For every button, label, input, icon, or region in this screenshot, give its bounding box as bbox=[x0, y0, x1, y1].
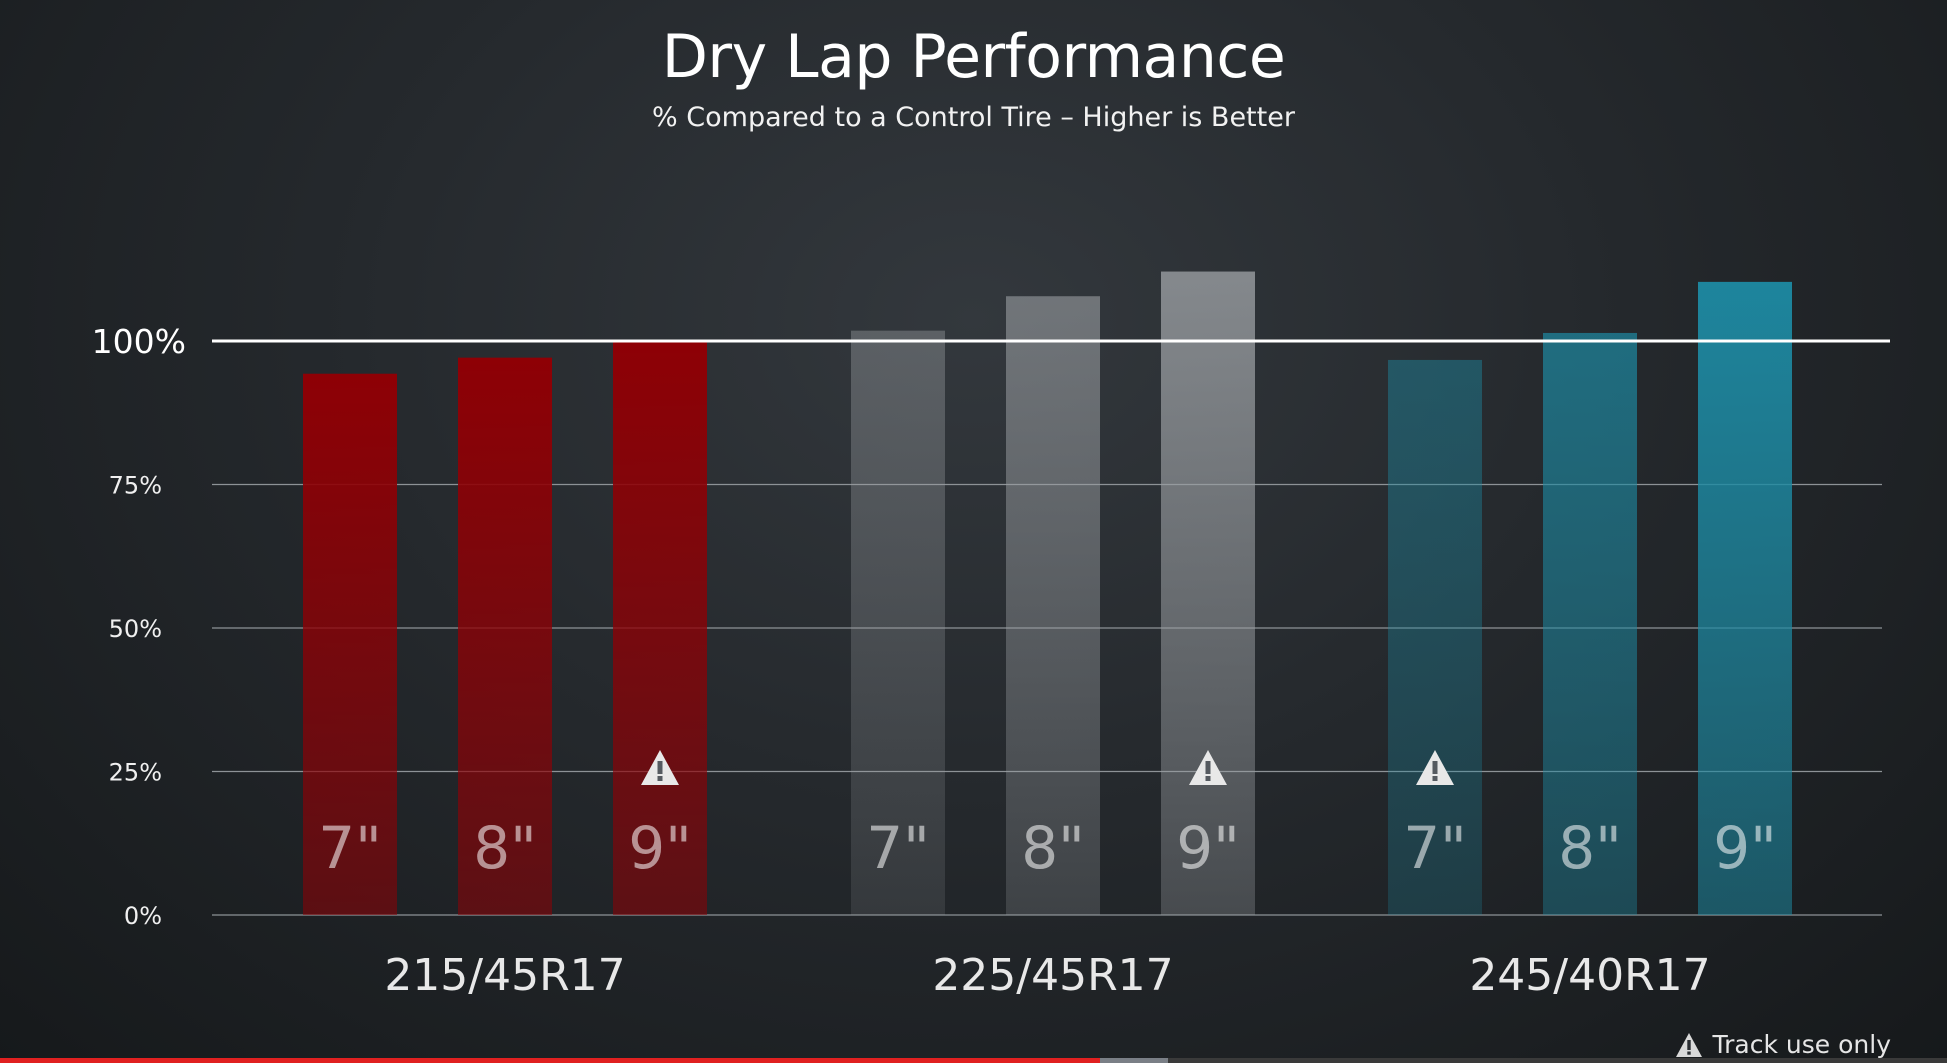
bar-size-label: 9" bbox=[628, 814, 692, 882]
bar-size-label: 9" bbox=[1176, 814, 1240, 882]
bar bbox=[1543, 332, 1637, 915]
bar-size-label: 8" bbox=[473, 814, 537, 882]
y-tick-label: 50% bbox=[109, 615, 162, 643]
y-tick-label: 75% bbox=[109, 472, 162, 500]
warning-icon bbox=[641, 750, 679, 785]
bar-size-label: 8" bbox=[1558, 814, 1622, 882]
bar-size-label: 8" bbox=[1021, 814, 1085, 882]
bar-size-label: 7" bbox=[866, 814, 930, 882]
bar bbox=[613, 339, 707, 915]
bar-size-label: 7" bbox=[318, 814, 382, 882]
bar bbox=[1161, 271, 1255, 915]
chart-title: Dry Lap Performance bbox=[661, 22, 1286, 92]
y-tick-label: 100% bbox=[92, 322, 186, 361]
track-use-label: Track use only bbox=[1712, 1030, 1891, 1059]
group-label: 245/40R17 bbox=[1469, 950, 1710, 1001]
track-use-note: Track use only bbox=[1675, 1030, 1891, 1059]
warning-icon bbox=[1675, 1032, 1702, 1057]
bar-size-label: 9" bbox=[1713, 814, 1777, 882]
bar bbox=[303, 373, 397, 915]
chart-subtitle: % Compared to a Control Tire – Higher is… bbox=[652, 102, 1295, 133]
bar bbox=[851, 330, 945, 916]
group-label: 225/45R17 bbox=[932, 950, 1173, 1001]
y-tick-label: 25% bbox=[109, 759, 162, 787]
bar-size-label: 7" bbox=[1403, 814, 1467, 882]
video-progress-bar[interactable] bbox=[0, 1058, 1947, 1063]
bar bbox=[458, 357, 552, 915]
bar bbox=[1388, 359, 1482, 915]
warning-icon bbox=[1416, 750, 1454, 785]
bar bbox=[1006, 296, 1100, 915]
bar bbox=[1698, 281, 1792, 915]
video-played-bar bbox=[0, 1058, 1101, 1063]
y-tick-label: 0% bbox=[124, 902, 162, 930]
video-buffer-bar bbox=[1100, 1058, 1169, 1063]
warning-icon bbox=[1189, 750, 1227, 785]
group-label: 215/45R17 bbox=[384, 950, 625, 1001]
